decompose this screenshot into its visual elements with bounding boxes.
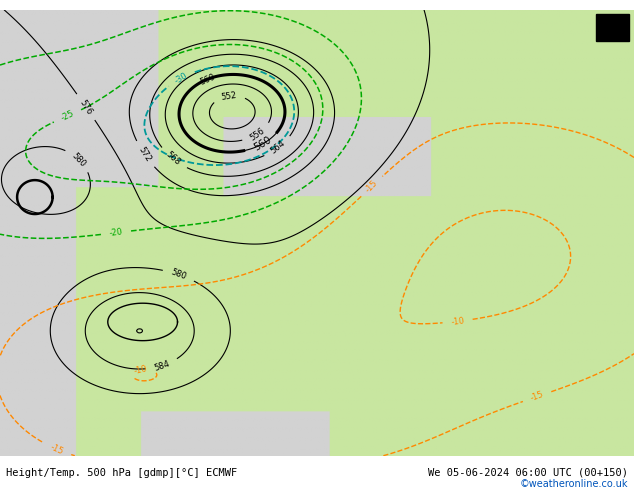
Text: -15: -15 bbox=[529, 390, 545, 403]
Text: -10: -10 bbox=[450, 316, 465, 327]
Text: Height/Temp. 500 hPa [gdmp][°C] ECMWF: Height/Temp. 500 hPa [gdmp][°C] ECMWF bbox=[6, 468, 238, 478]
Text: 572: 572 bbox=[136, 146, 153, 164]
Text: 560: 560 bbox=[198, 72, 217, 86]
Text: 584: 584 bbox=[153, 359, 171, 372]
Text: -25: -25 bbox=[60, 109, 75, 123]
Text: -20: -20 bbox=[108, 227, 123, 238]
Text: 580: 580 bbox=[70, 151, 87, 169]
Text: 564: 564 bbox=[269, 139, 287, 156]
Text: -10: -10 bbox=[133, 364, 148, 375]
Text: -15: -15 bbox=[49, 442, 65, 456]
Bar bbox=[596, 14, 629, 41]
Text: 576: 576 bbox=[78, 98, 94, 116]
Text: 556: 556 bbox=[249, 126, 266, 142]
Text: 560: 560 bbox=[252, 135, 273, 153]
Text: We 05-06-2024 06:00 UTC (00+150): We 05-06-2024 06:00 UTC (00+150) bbox=[428, 468, 628, 478]
Text: -15: -15 bbox=[364, 178, 380, 195]
Text: ©weatheronline.co.uk: ©weatheronline.co.uk bbox=[519, 479, 628, 489]
Text: 580: 580 bbox=[170, 268, 188, 282]
Text: 568: 568 bbox=[164, 150, 182, 168]
Text: -30: -30 bbox=[173, 71, 190, 86]
Text: 552: 552 bbox=[221, 90, 237, 101]
